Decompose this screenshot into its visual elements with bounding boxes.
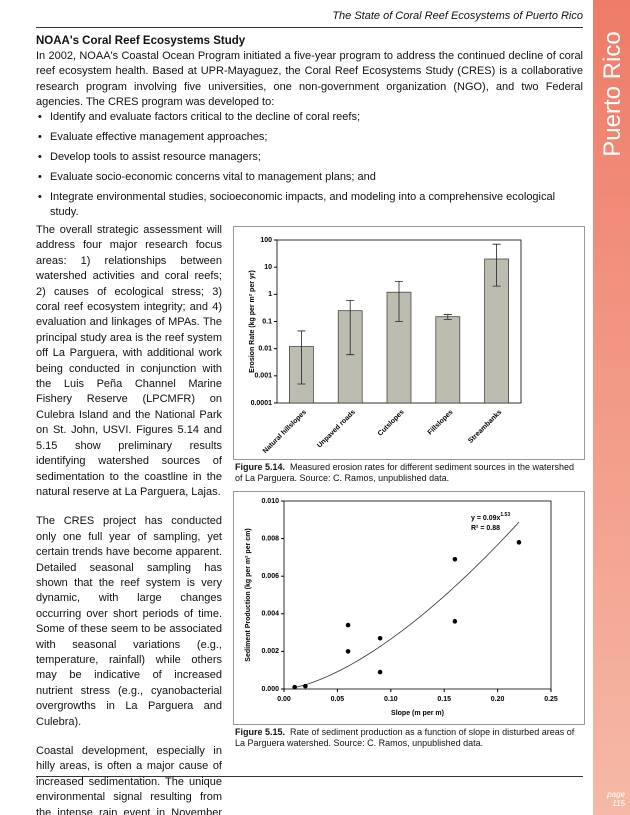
page-label: page xyxy=(607,790,625,799)
point xyxy=(452,619,458,624)
y-tick-label: 0.002 xyxy=(261,648,279,655)
y-tick-label: 0.008 xyxy=(261,535,279,542)
intro: In 2002, NOAA's Coastal Ocean Program in… xyxy=(36,50,583,109)
page-value: 115 xyxy=(612,799,625,808)
page-number: page 115 xyxy=(593,790,625,808)
trendline xyxy=(294,521,520,688)
point xyxy=(377,669,383,675)
paragraph: The overall strategic assessment will ad… xyxy=(36,224,222,498)
equation-exponent: 1.53 xyxy=(500,512,510,518)
caption: Figure 5.14. Measured erosion rates for … xyxy=(235,462,583,484)
y-tick-label: 100 xyxy=(260,237,272,244)
y-tick-label: 0.1 xyxy=(262,318,272,325)
bar xyxy=(435,316,461,404)
figure-chart: 0.0001 0.001 0.01 0.1 1 10 100 Natural hillslop… xyxy=(233,226,585,460)
side-tab-label: Puerto Rico xyxy=(599,31,626,157)
point xyxy=(452,556,458,562)
y-tick-label: 0.006 xyxy=(261,573,279,580)
y-tick-label: 0.000 xyxy=(261,686,279,693)
x-axis-label: Slope (m per m) xyxy=(391,710,444,717)
error-bar xyxy=(492,243,501,287)
error-bar xyxy=(395,280,403,322)
caption-text: Rate of sediment production as a functio… xyxy=(235,727,575,748)
side-tab: Puerto Rico page 115 xyxy=(593,0,630,815)
bullet: Identify and evaluate factors critical t… xyxy=(36,110,583,126)
y-axis-label: Erosion Rate (kg per m² per yr) xyxy=(249,270,256,373)
bullet: Evaluate socio-economic concerns vital t… xyxy=(36,170,583,186)
bullet: Evaluate effective management approaches… xyxy=(36,130,583,146)
bullet: Integrate environmental studies, socioec… xyxy=(36,190,583,221)
caption-label: Figure 5.15. xyxy=(235,727,286,737)
x-tick-label: Cutslopes xyxy=(377,409,406,438)
x-tick-label: Natural hillslopes xyxy=(262,409,308,455)
header-title: The State of Coral Reef Ecosystems of Pu… xyxy=(332,10,583,22)
point xyxy=(345,649,351,654)
x-tick-label: 0.25 xyxy=(544,696,558,703)
x-tick-label: Streambanks xyxy=(467,409,503,445)
y-tick-label: 10 xyxy=(264,264,272,271)
point xyxy=(516,540,522,545)
error-bar xyxy=(346,299,355,356)
point xyxy=(292,684,297,690)
point xyxy=(345,622,351,628)
section-heading: NOAA's Coral Reef Ecosystems Study xyxy=(36,35,246,47)
error-bar xyxy=(297,330,306,385)
footer-rule xyxy=(36,776,583,777)
y-tick-label: 0.001 xyxy=(254,373,272,380)
caption: Figure 5.15. Rate of sediment production… xyxy=(235,727,583,749)
y-tick-label: 1 xyxy=(268,291,272,298)
x-tick-label: 0.00 xyxy=(277,696,291,703)
x-tick-label: 0.05 xyxy=(331,696,345,703)
caption-text: Measured erosion rates for different sed… xyxy=(235,462,575,483)
y-tick-label: 0.010 xyxy=(261,498,279,505)
r-squared: R² = 0.88 xyxy=(471,525,500,532)
y-tick-label: 0.0001 xyxy=(251,400,273,407)
y-tick-label: 0.004 xyxy=(261,611,279,618)
bullet: Develop tools to assist resource manager… xyxy=(36,150,583,166)
paragraph: The CRES project has conducted only one … xyxy=(36,515,222,728)
x-tick-label: 0.10 xyxy=(384,696,398,703)
paragraph: Coastal development, especially in hilly… xyxy=(36,745,222,815)
header-rule xyxy=(36,27,583,28)
x-tick-label: 0.20 xyxy=(491,696,505,703)
left-column: The overall strategic assessment will ad… xyxy=(36,223,222,815)
plot-frame xyxy=(283,500,552,690)
point xyxy=(377,635,383,641)
equation: y = 0.09x1.53 xyxy=(471,512,510,522)
caption-label: Figure 5.14. xyxy=(235,462,286,472)
error-bar xyxy=(443,314,452,320)
y-axis-label: Sediment Production (kg per m² per cm) xyxy=(245,528,252,661)
x-tick-label: 0.15 xyxy=(437,696,451,703)
x-tick-label: Fillslopes xyxy=(427,409,455,437)
point xyxy=(303,683,308,689)
y-tick-label: 0.01 xyxy=(258,346,272,353)
bullet-list: Identify and evaluate factors critical t… xyxy=(36,110,583,225)
x-tick-label: Unpaved roads xyxy=(316,409,357,450)
figure-chart: 0.000 0.002 0.004 0.006 0.008 0.010 0.00 0.05 0.… xyxy=(233,491,585,725)
